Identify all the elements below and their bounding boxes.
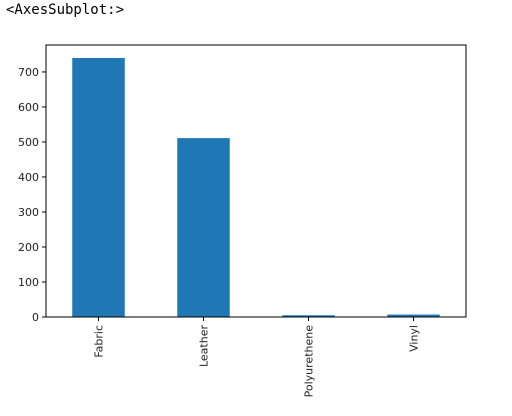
bar-polyurethene <box>282 315 335 317</box>
x-tick-label-polyurethene: Polyurethene <box>303 325 316 398</box>
y-tick-label: 500 <box>18 136 39 149</box>
y-tick-label: 700 <box>18 66 39 79</box>
y-tick-label: 200 <box>18 241 39 254</box>
y-tick-label: 400 <box>18 171 39 184</box>
bars-group <box>72 57 440 317</box>
bar-leather <box>177 138 230 317</box>
y-axis: 0 100 200 300 400 500 600 700 <box>18 66 46 324</box>
y-tick-label: 100 <box>18 276 39 289</box>
x-tick-label-leather: Leather <box>198 325 211 367</box>
y-tick-label: 300 <box>18 206 39 219</box>
x-tick-label-vinyl: Vinyl <box>408 325 421 352</box>
x-tick-label-fabric: Fabric <box>93 325 106 358</box>
cell-output-text: <AxesSubplot:> <box>6 2 125 18</box>
bar-fabric <box>72 57 125 317</box>
x-axis: Fabric Leather Polyurethene Vinyl <box>93 317 421 397</box>
y-tick-label: 0 <box>32 311 39 324</box>
bar-vinyl <box>387 314 440 317</box>
y-tick-label: 600 <box>18 101 39 114</box>
axes-frame <box>45 44 467 318</box>
